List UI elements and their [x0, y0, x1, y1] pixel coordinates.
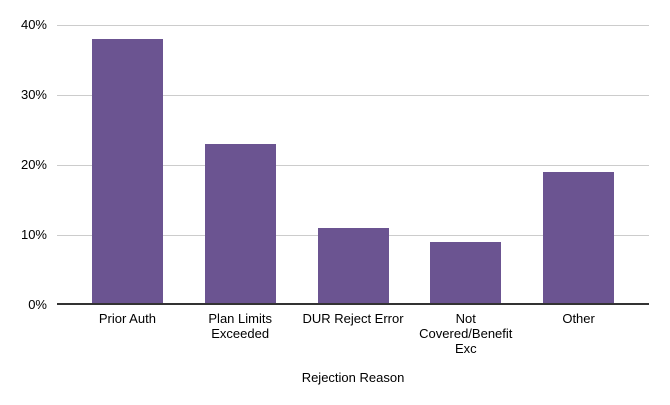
y-tick-label: 30%	[20, 87, 47, 102]
x-axis-title: Rejection Reason	[301, 370, 405, 385]
plot-area	[57, 25, 649, 305]
bar-not-covered-benefit-exc	[430, 242, 502, 305]
gridline	[57, 95, 649, 96]
y-tick-label: 10%	[20, 227, 47, 242]
x-axis-line	[57, 303, 649, 305]
x-category-label: Other	[562, 311, 595, 326]
x-category-label: DUR Reject Error	[302, 311, 404, 326]
y-tick-label: 0%	[28, 297, 47, 312]
x-category-label: Not Covered/Benefit Exc	[419, 311, 513, 356]
gridline	[57, 165, 649, 166]
bar-dur-reject-error	[317, 228, 389, 305]
bar-prior-auth	[91, 39, 163, 305]
bar-other	[543, 172, 615, 305]
gridline	[57, 25, 649, 26]
y-tick-label: 40%	[20, 17, 47, 32]
x-category-label: Plan Limits Exceeded	[208, 311, 272, 341]
x-category-label: Prior Auth	[98, 311, 156, 326]
bar-plan-limits-exceeded	[204, 144, 276, 305]
y-tick-label: 20%	[20, 157, 47, 172]
